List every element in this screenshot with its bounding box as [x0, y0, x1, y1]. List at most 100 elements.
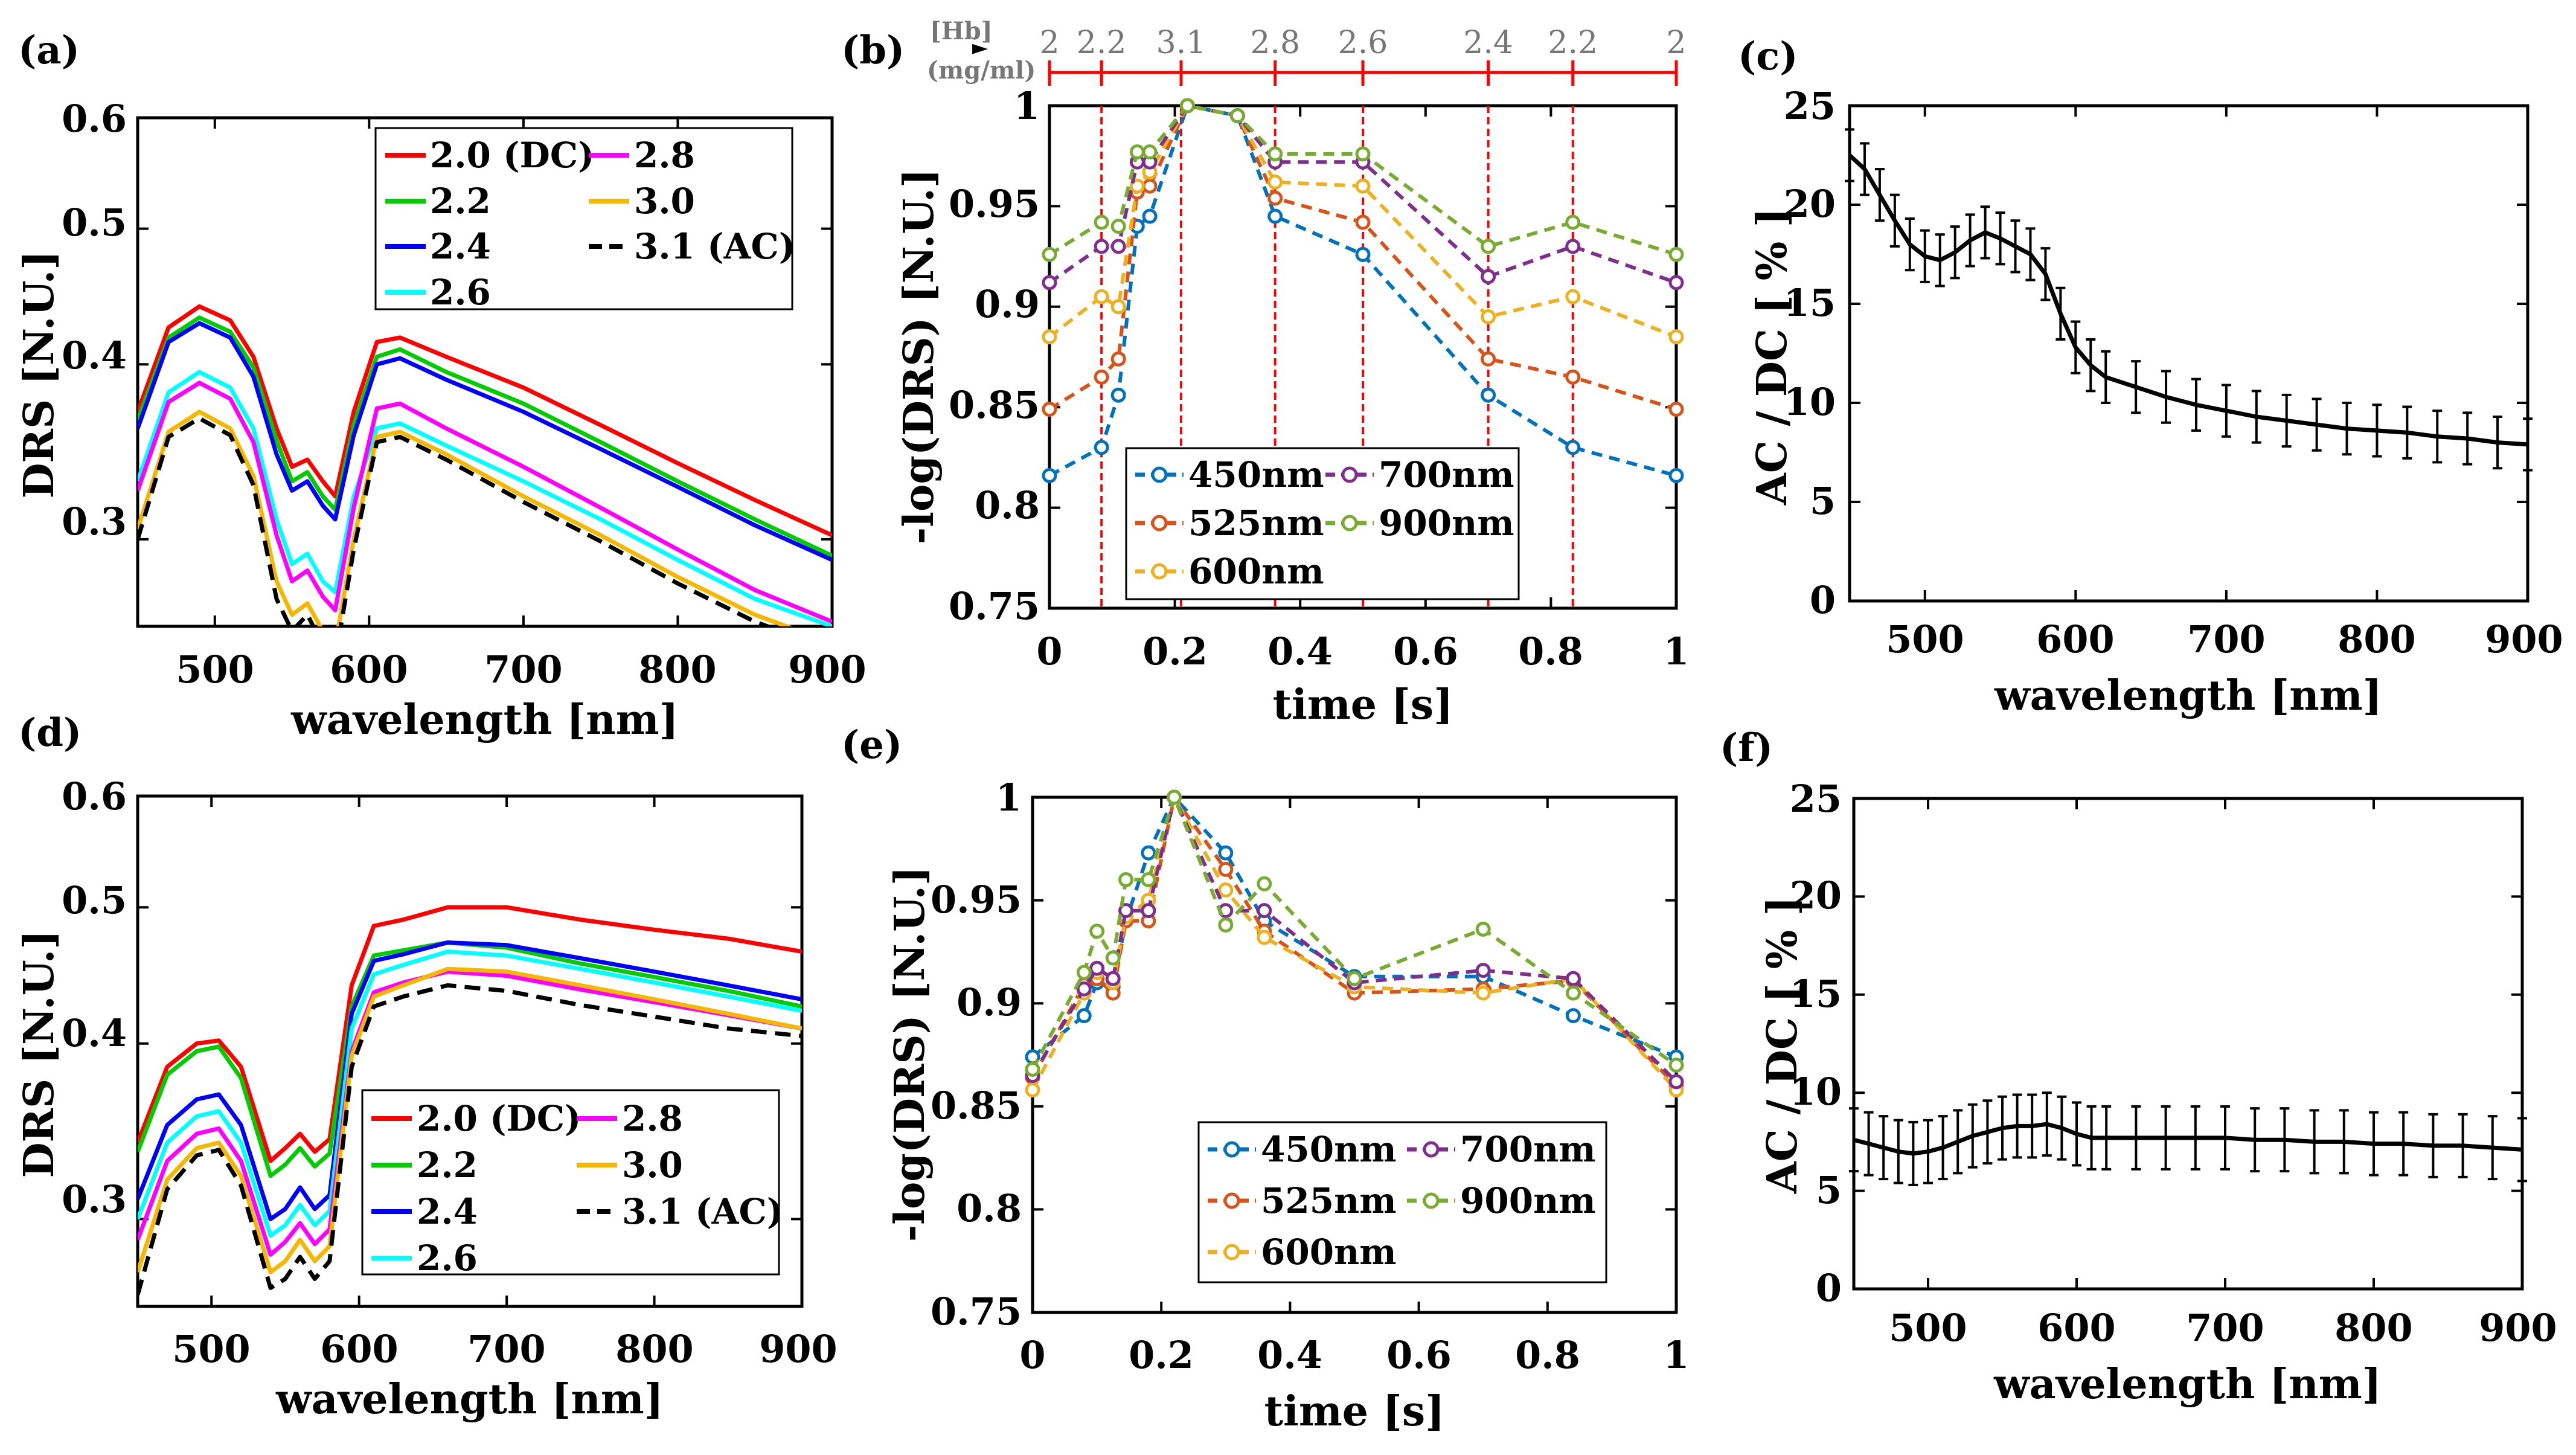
data-point: [1089, 960, 1105, 976]
xtick-label: 600: [320, 1327, 398, 1371]
data-point: [1076, 1008, 1092, 1024]
data-point: [1094, 214, 1109, 230]
data-point: [1105, 971, 1121, 986]
data-point: [1110, 299, 1126, 315]
hb-tick-label: 2.6: [1338, 25, 1388, 61]
xtick-label: 700: [2186, 1306, 2264, 1350]
data-point: [1141, 903, 1156, 919]
xtick-labels-d: 500 600 700 800 900: [172, 1327, 837, 1371]
series-lines-d: [138, 795, 803, 1306]
data-point: [1076, 965, 1092, 980]
xtick-label: 900: [2485, 617, 2563, 661]
data-point: [1347, 971, 1362, 986]
xtick-label: 700: [484, 647, 562, 692]
data-point: [1094, 440, 1109, 455]
xtick-label: 0.4: [1257, 1333, 1322, 1377]
xtick-label: 800: [615, 1327, 693, 1371]
ytick-label: 25: [1790, 777, 1842, 821]
panel-f: (f) 0 5 10 15 20 25 500 600 700 800 900 …: [1720, 725, 2557, 1408]
data-point: [1110, 351, 1126, 367]
xtick-label: 800: [2337, 617, 2415, 661]
data-point: [1565, 369, 1581, 385]
legend-box: [361, 1089, 780, 1276]
legend-label: 700nm: [1379, 454, 1514, 495]
xtick-label: 900: [2479, 1306, 2557, 1350]
hb-axis-units: (mg/ml): [927, 56, 1036, 85]
data-point: [1042, 246, 1057, 262]
hb-tick-label: 2.2: [1548, 25, 1598, 61]
legend-label: 2.0 (DC): [417, 1098, 581, 1139]
series-line: [138, 304, 832, 538]
data-point: [1257, 876, 1272, 891]
data-point: [1481, 269, 1496, 284]
legend-label: 2.8: [622, 1098, 683, 1139]
data-point: [1355, 214, 1371, 230]
ytick-label: 0.5: [62, 878, 127, 922]
legend-label: 2.6: [430, 272, 491, 313]
ytick-label: 25: [1784, 84, 1836, 128]
legend-box: [374, 127, 793, 310]
x-axis-label-a: wavelength [nm]: [290, 696, 679, 744]
legend-label: 525nm: [1261, 1180, 1397, 1221]
series-line: [1850, 153, 2528, 447]
panel-label-e: (e): [841, 722, 902, 768]
data-point: [1076, 981, 1092, 997]
ytick-label: 15: [1790, 972, 1842, 1016]
data-point: [1110, 219, 1126, 234]
ytick-label: 0.8: [975, 483, 1040, 527]
hb-tick-label: 2.4: [1463, 25, 1513, 61]
xtick-label: 500: [172, 1327, 250, 1371]
x-axis-label-c: wavelength [nm]: [1994, 672, 2382, 720]
xtick-label: 800: [2334, 1306, 2412, 1350]
legend-d: 2.0 (DC) 2.2 2.4 2.6 2.8 3.0 3.1 (AC): [361, 1089, 783, 1279]
xtick-label: 0: [1019, 1333, 1045, 1377]
xtick-label: 0.2: [1129, 1333, 1194, 1377]
series-lines-f: [1849, 797, 2527, 1290]
legend-a: 2.0 (DC) 2.2 2.4 2.6 2.8 3.0 3.1 (AC): [374, 127, 795, 313]
hb-tick-label: 2.8: [1250, 25, 1300, 61]
data-point: [1565, 985, 1581, 1001]
legend-label: 450nm: [1188, 454, 1324, 495]
data-point: [1094, 239, 1109, 254]
legend-marker: [1341, 515, 1358, 532]
xtick-label: 800: [638, 647, 716, 692]
ytick-label: 0.5: [62, 201, 127, 245]
ytick-label: 0: [1810, 578, 1836, 622]
legend-label: 2.4: [417, 1191, 478, 1232]
data-point: [1668, 1074, 1684, 1090]
xtick-label: 600: [2036, 617, 2114, 661]
ytick-label: 0.4: [62, 1011, 127, 1055]
data-point: [1565, 1008, 1581, 1024]
data-point: [1668, 1058, 1684, 1073]
xtick-label: 0.6: [1386, 1333, 1452, 1377]
legend-label: 600nm: [1261, 1232, 1397, 1273]
data-point: [1110, 239, 1126, 254]
axes-frame: [1852, 797, 2524, 1291]
data-point: [1267, 146, 1283, 162]
series-line: [138, 381, 832, 624]
xtick-label: 500: [1889, 1306, 1967, 1350]
legend-label: 450nm: [1261, 1129, 1397, 1170]
y-axis-label-e: -log(DRS) [N.U.]: [886, 866, 934, 1242]
series-line: [138, 321, 832, 562]
legend-box: [1197, 1121, 1607, 1283]
x-axis-label-d: wavelength [nm]: [275, 1375, 664, 1424]
ytick-labels-a: 0.3 0.4 0.5 0.6: [62, 97, 127, 544]
series-lines-e: [1025, 789, 1684, 1314]
legend-label: 3.0: [634, 181, 695, 222]
xtick-label: 600: [330, 647, 408, 692]
data-point: [1257, 930, 1272, 945]
ytick-label: 0.3: [62, 1177, 127, 1221]
panel-d: (d) 0.3 0.4 0.5 0.6 500 600 700 800 900 …: [15, 710, 838, 1424]
xtick-label: 0.6: [1393, 629, 1458, 673]
ytick-label: 10: [1784, 380, 1836, 424]
legend-label: 525nm: [1188, 503, 1324, 544]
y-axis-label-f: AC / DC [ % ]: [1758, 896, 1807, 1194]
legend-label: 3.0: [622, 1145, 683, 1186]
data-point: [1475, 921, 1491, 937]
legend-label: 900nm: [1379, 503, 1514, 544]
data-point: [1565, 440, 1581, 455]
series-line: [138, 416, 774, 626]
xtick-label: 500: [1886, 617, 1964, 661]
data-point: [1167, 789, 1182, 805]
